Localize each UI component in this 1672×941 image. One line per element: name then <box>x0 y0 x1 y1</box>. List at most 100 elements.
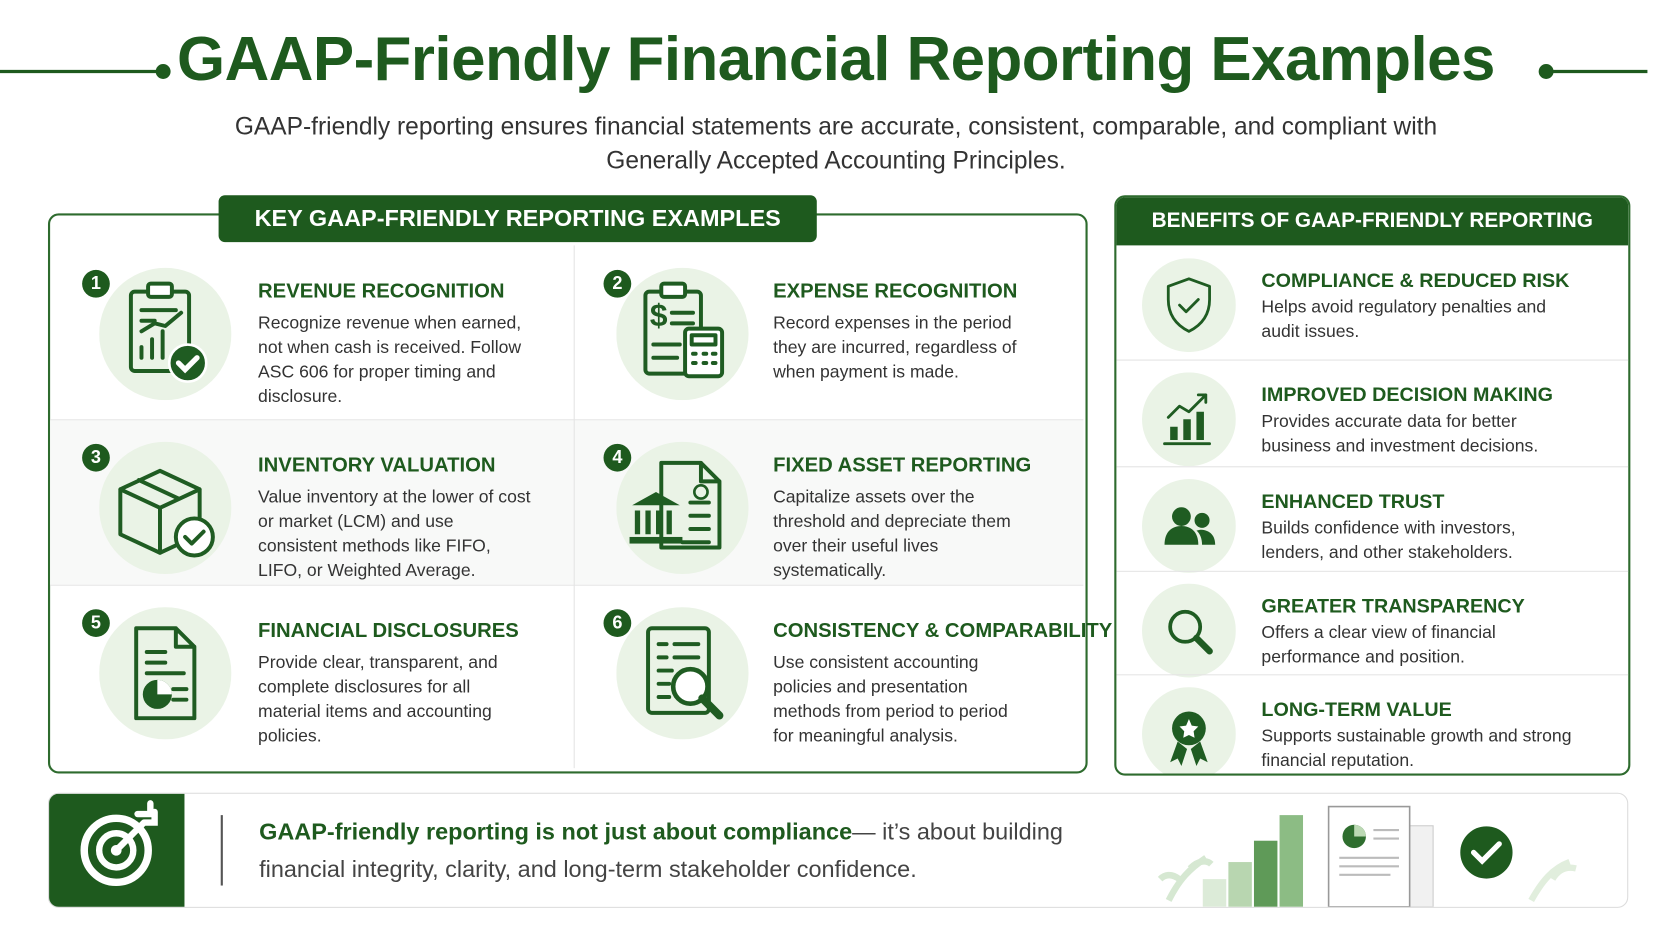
icon-part <box>691 351 718 366</box>
leaf <box>1528 859 1577 903</box>
icon-part <box>629 536 683 544</box>
number-badge: 3 <box>82 443 110 472</box>
number-badge: 5 <box>82 609 110 637</box>
footer: GAAP-friendly reporting is not just abou… <box>47 792 1629 908</box>
icon-part <box>1196 529 1216 545</box>
icon-part <box>1170 741 1208 766</box>
check <box>1470 841 1502 865</box>
benefit-description: Builds confidence with investors, lender… <box>1261 518 1516 563</box>
icon-part <box>134 626 197 721</box>
footer-rest: — it’s about building financial integrit… <box>259 818 1063 883</box>
example-icon <box>616 441 749 574</box>
icon-part <box>698 694 724 720</box>
example-description: Record expenses in the period they are i… <box>773 313 1017 382</box>
icon-part <box>656 642 701 700</box>
icon-part <box>144 650 189 702</box>
benefit-icon <box>1142 687 1236 774</box>
bar <box>1228 862 1252 907</box>
example-title: FINANCIAL DISCLOSURES <box>258 619 519 643</box>
footer-icon-block <box>49 793 185 907</box>
row-divider <box>1116 359 1629 361</box>
column-divider <box>573 245 575 769</box>
icon-part <box>139 308 184 360</box>
bar <box>1253 840 1278 907</box>
icon-part <box>1170 411 1204 440</box>
footer-text: GAAP-friendly reporting is not just abou… <box>259 813 1091 888</box>
check-badge <box>1457 823 1516 882</box>
icon-part <box>689 333 718 347</box>
doc-lines <box>1339 828 1399 876</box>
example-description: Provide clear, transparent, and complete… <box>258 652 498 746</box>
icon-part <box>646 626 711 715</box>
benefit-icon <box>1142 479 1236 573</box>
benefit-icon <box>1142 372 1236 467</box>
examples-heading: KEY GAAP-FRIENDLY REPORTING EXAMPLES <box>218 195 817 243</box>
example-description: Value inventory at the lower of cost or … <box>258 487 531 581</box>
icon-part <box>1142 583 1236 678</box>
icon-part <box>651 310 695 360</box>
number-badge: 1 <box>82 269 110 298</box>
benefit-title: ENHANCED TRUST <box>1261 489 1445 513</box>
icon-part <box>1168 609 1203 644</box>
document <box>1327 805 1411 907</box>
benefit-icon <box>1142 583 1236 678</box>
bar <box>1279 815 1304 907</box>
example-description: Capitalize assets over the threshold and… <box>773 487 1011 581</box>
benefit-title: GREATER TRANSPARENCY <box>1261 594 1525 617</box>
icon-part <box>1179 719 1199 738</box>
icon-part <box>157 679 172 695</box>
leaf <box>1157 855 1214 902</box>
icon-part <box>1178 298 1200 314</box>
icon-part <box>1164 525 1199 545</box>
icon-part <box>183 529 206 546</box>
example-description: Recognize revenue when earned, not when … <box>258 313 522 407</box>
icon-part <box>1194 512 1210 528</box>
icon-part <box>680 500 711 545</box>
icon-part <box>1193 634 1213 655</box>
ring <box>95 830 137 871</box>
icon-part <box>693 484 709 500</box>
icon-part <box>1163 393 1211 446</box>
benefits-heading: BENEFITS OF GAAP-FRIENDLY REPORTING <box>1116 197 1629 246</box>
row-divider <box>1116 674 1629 676</box>
benefit-title: LONG-TERM VALUE <box>1261 697 1452 721</box>
number-badge: 6 <box>603 609 632 637</box>
row-divider <box>1116 570 1629 572</box>
example-icon <box>616 607 749 740</box>
benefit-title: COMPLIANCE & REDUCED RISK <box>1261 268 1570 292</box>
icon-part <box>146 281 174 299</box>
rule-dot <box>155 64 171 79</box>
example-icon <box>99 441 232 574</box>
icon-part <box>173 516 215 558</box>
benefit-description: Offers a clear view of financial perform… <box>1261 623 1496 667</box>
icon-part <box>1142 258 1236 353</box>
number-badge: 2 <box>603 269 632 298</box>
row-divider <box>50 584 1084 586</box>
footer-emphasis: GAAP-friendly reporting is not just abou… <box>259 818 853 845</box>
icon-part <box>632 491 680 506</box>
benefit-description: Provides accurate data for better busine… <box>1261 411 1539 456</box>
benefit-description: Supports sustainable growth and strong f… <box>1261 726 1572 771</box>
example-icon: $ <box>616 267 749 401</box>
example-title: REVENUE RECOGNITION <box>258 280 505 303</box>
benefit-icon <box>1142 258 1236 353</box>
footer-illustration <box>1157 805 1577 907</box>
icon-part <box>175 355 200 374</box>
icon-part <box>167 343 208 383</box>
example-title: INVENTORY VALUATION <box>258 454 496 477</box>
example-title: EXPENSE RECOGNITION <box>773 280 1018 303</box>
icon-part <box>1172 507 1191 526</box>
rule-dot <box>1538 64 1554 79</box>
row-divider <box>1116 466 1629 468</box>
arrow <box>113 800 158 854</box>
benefit-title: IMPROVED DECISION MAKING <box>1261 383 1553 406</box>
number-badge: 4 <box>603 443 632 472</box>
example-title: FIXED ASSET REPORTING <box>773 454 1032 477</box>
row-divider <box>50 419 1084 421</box>
subtitle: GAAP-friendly reporting ensures financia… <box>234 112 1438 174</box>
bar <box>1202 879 1227 907</box>
pie-slice <box>1354 824 1366 837</box>
